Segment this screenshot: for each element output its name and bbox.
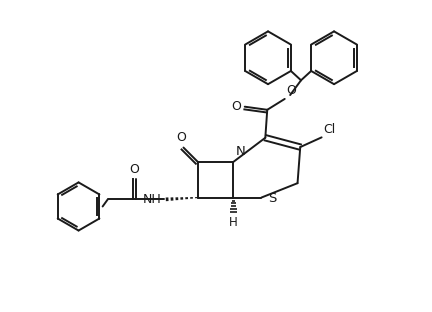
Text: NH: NH [143, 193, 161, 206]
Text: O: O [231, 100, 241, 113]
Text: Cl: Cl [323, 123, 335, 136]
Text: O: O [177, 131, 187, 144]
Text: S: S [268, 192, 276, 205]
Text: O: O [287, 84, 296, 97]
Text: H: H [229, 216, 238, 229]
Text: O: O [129, 163, 139, 176]
Text: N: N [236, 145, 245, 158]
